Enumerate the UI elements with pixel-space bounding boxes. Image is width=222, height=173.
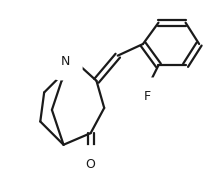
Text: F: F [143, 90, 150, 103]
Text: O: O [86, 158, 96, 171]
Text: N: N [61, 55, 70, 68]
